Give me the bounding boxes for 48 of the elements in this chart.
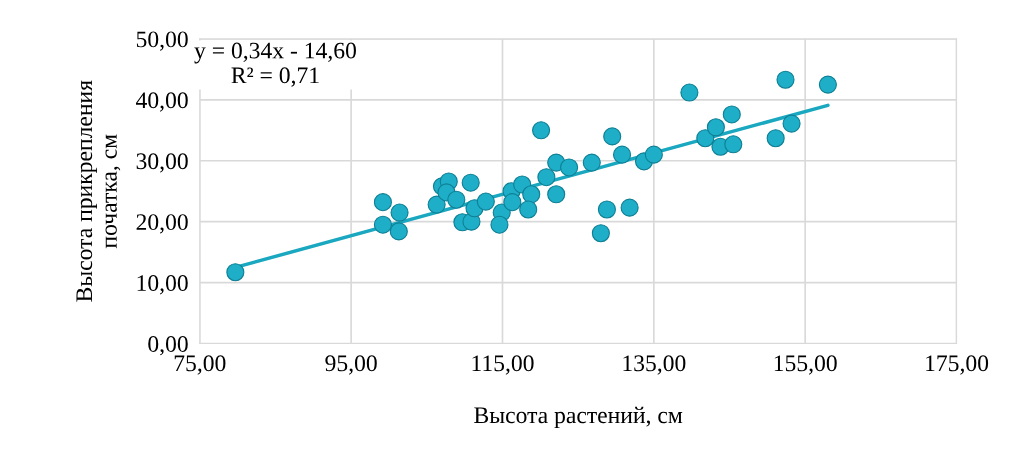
x-tick-label: 95,00: [325, 355, 377, 375]
point: [461, 173, 480, 192]
point: [390, 203, 409, 222]
point: [373, 215, 392, 234]
x-tick-label: 155,00: [774, 355, 837, 375]
y-tick-label: 10,00: [137, 275, 188, 295]
point: [490, 215, 509, 234]
point: [776, 70, 795, 89]
y-tick-label: 40,00: [136, 92, 188, 112]
point: [532, 121, 551, 140]
x-tick-label: 175,00: [926, 355, 989, 375]
annotation: y = 0,34x - 14,60 R² = 0,71: [194, 42, 356, 87]
point: [706, 118, 725, 137]
point: [722, 105, 741, 124]
x-tick-label: 115,00: [472, 355, 534, 375]
point: [644, 145, 663, 164]
x-tick-label: 135,00: [623, 355, 686, 375]
point: [582, 153, 601, 172]
point: [547, 185, 566, 204]
point: [724, 135, 743, 154]
y-tick-label: 50,00: [136, 31, 188, 51]
point: [447, 190, 466, 209]
y-tick-label: 30,00: [136, 153, 188, 173]
y-tick-label: 0,00: [148, 335, 188, 356]
point: [503, 193, 522, 212]
point: [597, 200, 616, 219]
point: [427, 195, 446, 214]
point: [226, 263, 245, 282]
point: [560, 158, 579, 177]
point: [537, 168, 556, 187]
y-axis-title: Высота прикрепления початка, см: [76, 80, 121, 302]
point: [680, 83, 699, 102]
point: [476, 192, 495, 211]
y-tick-label: 20,00: [136, 214, 188, 234]
x-tick-label: 75,00: [174, 355, 226, 375]
point: [782, 114, 801, 133]
point: [389, 222, 408, 241]
point: [620, 198, 639, 217]
point: [373, 193, 392, 212]
point: [603, 127, 622, 146]
x-axis-title: Высота растений, см: [474, 406, 683, 428]
point: [519, 200, 538, 219]
point: [818, 75, 837, 94]
point: [612, 145, 632, 164]
point: [522, 185, 541, 204]
point: [696, 129, 715, 148]
point: [591, 224, 610, 243]
point: [766, 129, 785, 148]
